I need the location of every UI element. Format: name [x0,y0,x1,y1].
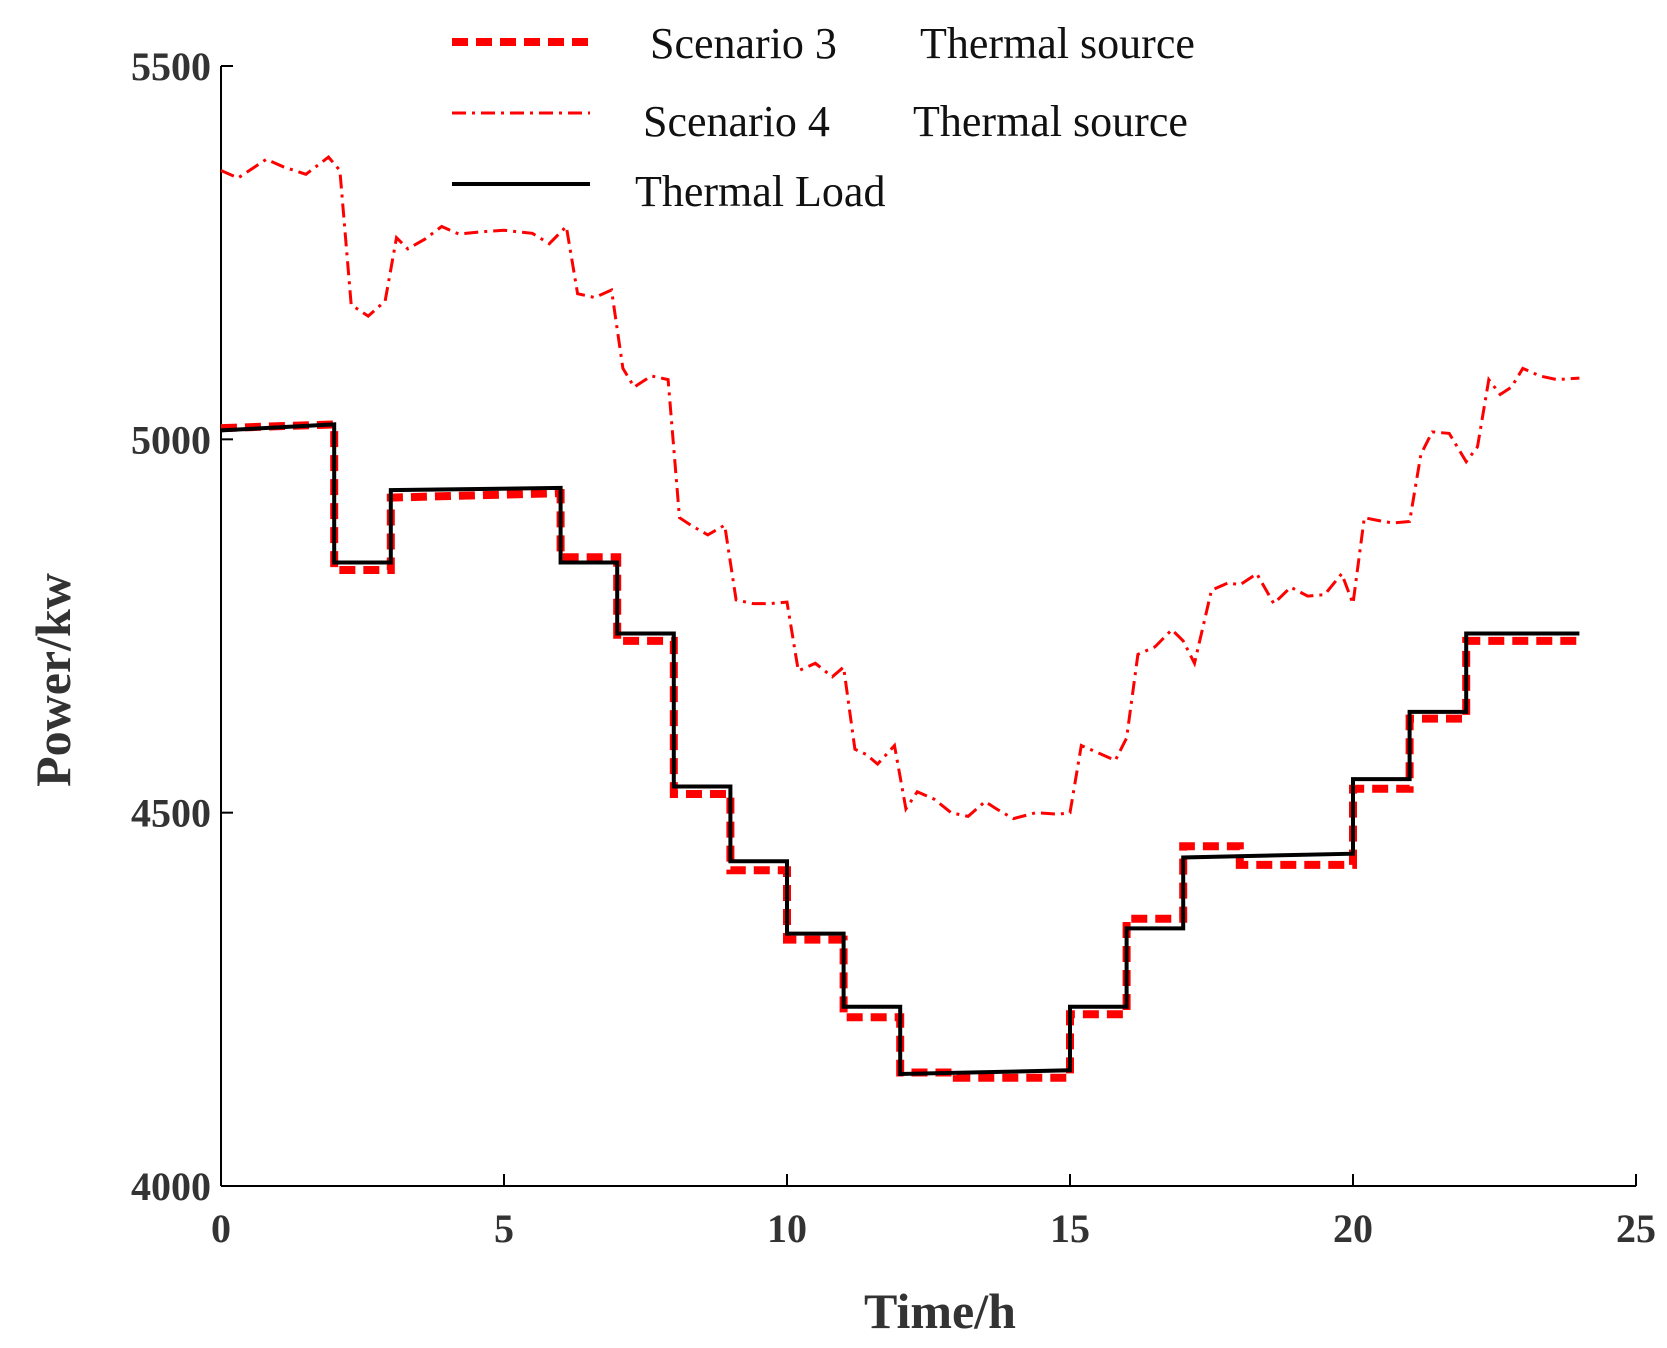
series-line-scenario-3 [220,420,1580,1082]
y-tick-label: 5000 [131,417,211,462]
legend: Scenario 3 Thermal source Scenario 4 The… [452,19,1195,216]
x-tick-label: 0 [211,1206,231,1251]
x-tick-label: 20 [1333,1206,1373,1251]
legend-label-scenario-4-source: Thermal source [913,97,1188,146]
legend-label-scenario-3: Scenario 3 [650,19,837,68]
legend-label-scenario-4: Scenario 4 [643,97,830,146]
y-tick-label: 5500 [131,44,211,89]
x-tick-label: 15 [1050,1206,1090,1251]
x-axis-title: Time/h [864,1283,1016,1339]
tick-labels: 0 5 10 15 20 25 4000 4500 5000 5500 [131,44,1656,1251]
tick-marks [220,65,1637,1187]
series-line-scenario-4 [220,155,1580,821]
y-axis-title: Power/kw [25,573,81,787]
legend-label-scenario-3-source: Thermal source [920,19,1195,68]
x-tick-label: 25 [1616,1206,1656,1251]
y-tick-label: 4500 [131,791,211,836]
legend-label-thermal-load: Thermal Load [635,167,885,216]
x-tick-label: 10 [767,1206,807,1251]
x-tick-label: 5 [494,1206,514,1251]
y-tick-label: 4000 [131,1164,211,1209]
series-line-thermal-load [220,422,1580,1077]
series-layer [220,155,1580,1082]
